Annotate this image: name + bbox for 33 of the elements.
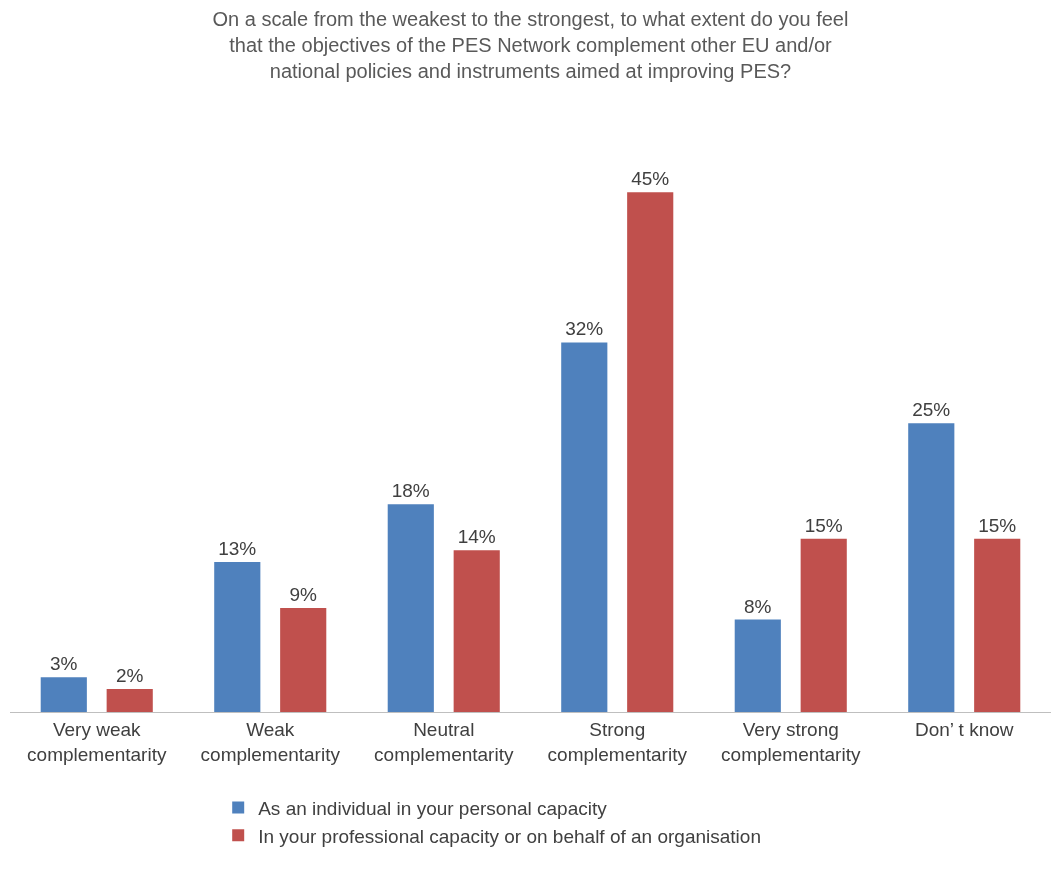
data-label: 32%: [565, 318, 604, 340]
bar: [908, 423, 955, 712]
x-tick-label: Very strong complementarity: [721, 718, 861, 765]
data-label: 14%: [457, 526, 496, 548]
x-tick-label: Don’ t know: [914, 718, 1014, 740]
data-label: 15%: [978, 514, 1017, 536]
data-label: 18%: [391, 480, 430, 502]
legend-label: As an individual in your personal capacity: [258, 797, 608, 819]
legend-label: In your professional capacity or on behalf of an organisation: [258, 825, 761, 847]
data-label: 3%: [50, 653, 78, 675]
data-label: 9%: [289, 584, 317, 606]
bar: [40, 677, 87, 712]
data-label: 13%: [218, 537, 257, 559]
x-tick-label: Neutral complementarity: [374, 718, 514, 765]
x-tick-label: Weak complementarity: [200, 718, 341, 765]
bar: [800, 538, 847, 712]
bar: [214, 561, 261, 712]
data-label: 25%: [912, 399, 951, 421]
bar: [561, 342, 608, 712]
x-tick-label: Strong complementarity: [547, 718, 688, 765]
bar: [387, 504, 434, 712]
bar: [974, 538, 1021, 712]
bar: [453, 550, 500, 712]
data-label: 8%: [744, 595, 772, 617]
bar: [627, 192, 674, 712]
data-label: 45%: [631, 168, 670, 190]
bar: [280, 608, 327, 712]
x-tick-label: Very weak complementarity: [27, 718, 167, 765]
data-label: 2%: [115, 664, 144, 686]
data-label: 15%: [804, 514, 843, 536]
bar: [734, 619, 781, 712]
bar: [106, 688, 153, 712]
chart-title: On a scale from the weakest to the strongest, to what extent do you feel that the objectives of the PES Network complement other EU and/or national policies and instruments aimed at improving PES?: [212, 8, 849, 83]
